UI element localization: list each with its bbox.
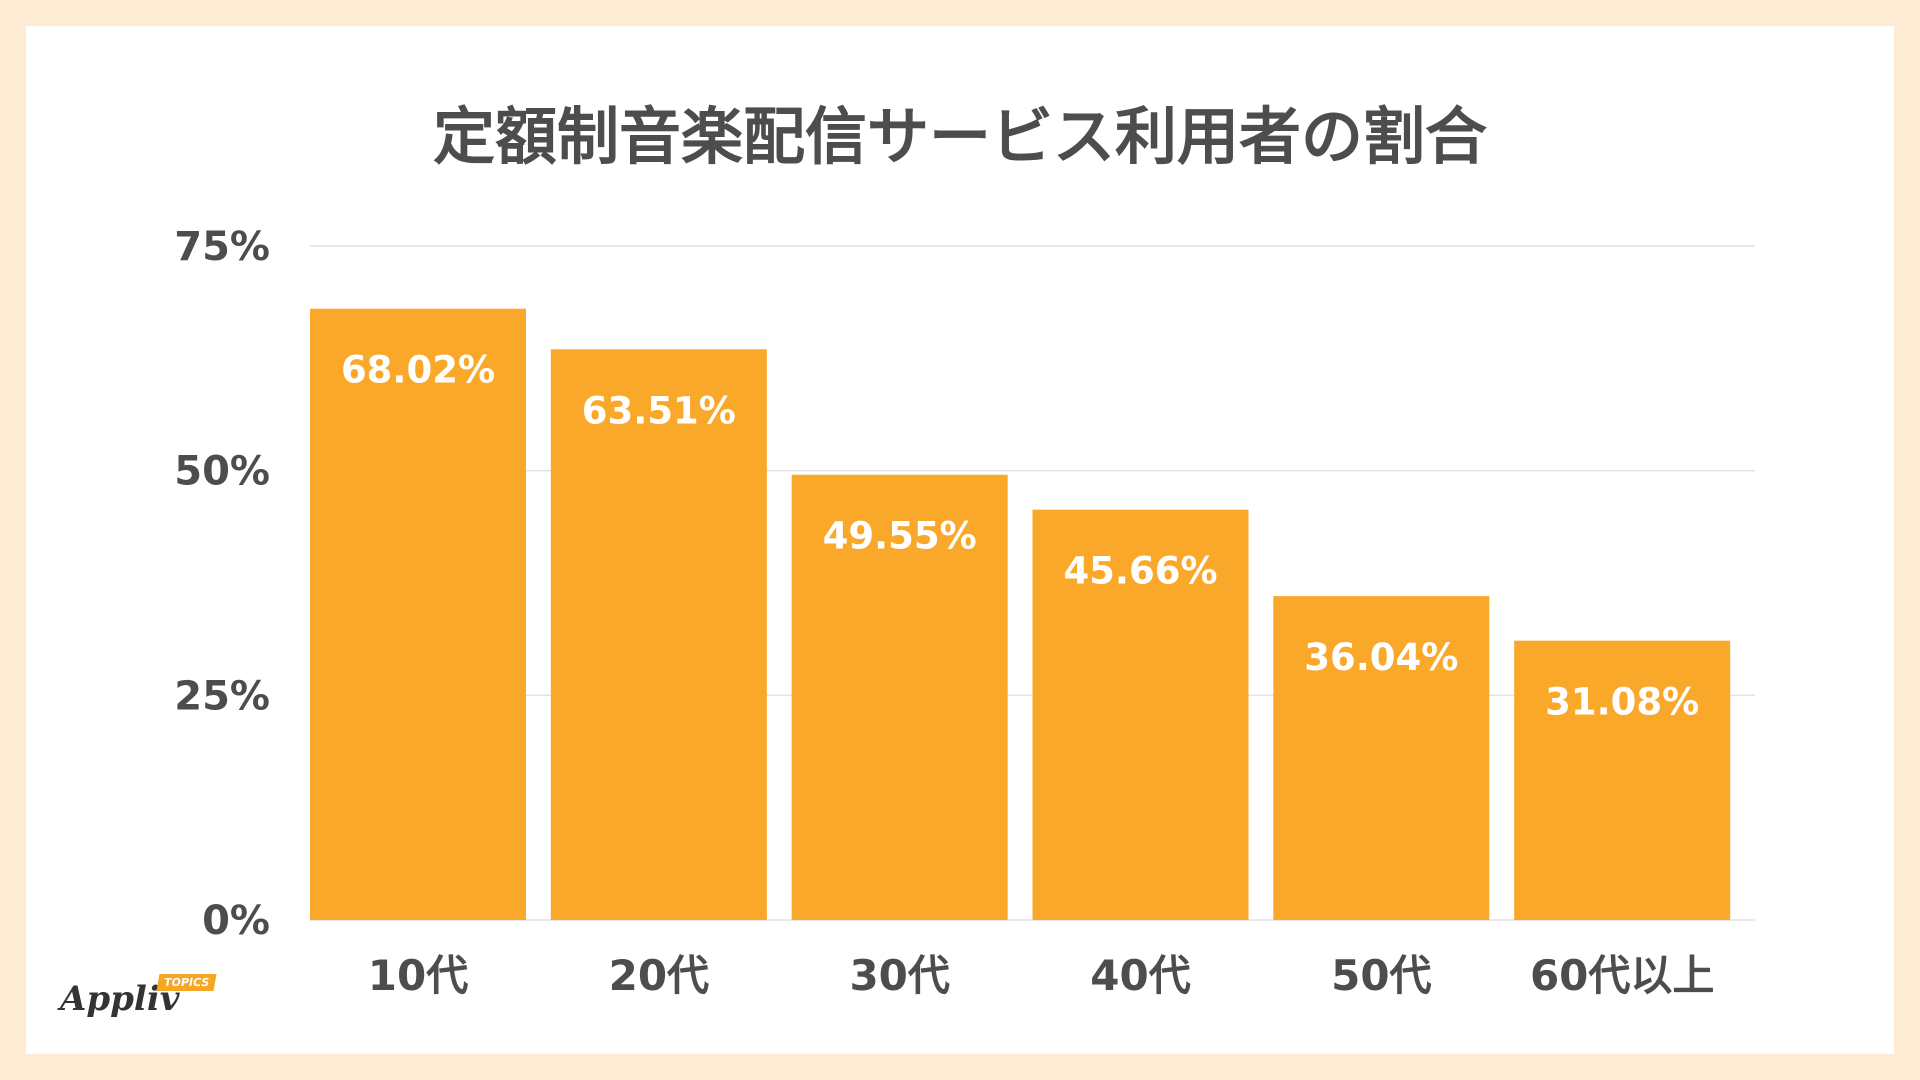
bar (1032, 509, 1249, 920)
bar (550, 349, 767, 920)
y-tick-label: 25% (174, 673, 270, 719)
data-label: 49.55% (823, 515, 977, 558)
logo-tag: TOPICS (156, 974, 217, 991)
bar (1514, 640, 1731, 920)
chart-title: 定額制音楽配信サービス利用者の割合 (432, 100, 1487, 173)
x-tick-label: 40代 (1090, 951, 1190, 1000)
x-tick-label: 20代 (609, 951, 709, 1000)
data-label: 36.04% (1304, 636, 1458, 679)
x-tick-label: 10代 (368, 951, 468, 1000)
y-tick-label: 0% (202, 898, 270, 944)
y-tick-label: 75% (174, 224, 270, 270)
data-label: 68.02% (341, 349, 495, 392)
appliv-logo: Appliv TOPICS (60, 972, 230, 1028)
bar-layer (310, 308, 1731, 920)
x-tick-label: 50代 (1331, 951, 1431, 1000)
data-label: 31.08% (1545, 681, 1699, 724)
data-label: 63.51% (582, 389, 736, 432)
x-tick-label: 30代 (849, 951, 949, 1000)
y-tick-label: 50% (174, 449, 270, 495)
x-tick-label: 60代以上 (1530, 951, 1714, 1000)
data-label: 45.66% (1063, 550, 1217, 593)
bar (310, 308, 526, 920)
bar (791, 474, 1008, 920)
bar (1273, 596, 1490, 920)
label-layer: 0% 25% 50% 75% 68.02% 10代 63.51% 20代 49.55% 30代 45… (174, 224, 1714, 1000)
